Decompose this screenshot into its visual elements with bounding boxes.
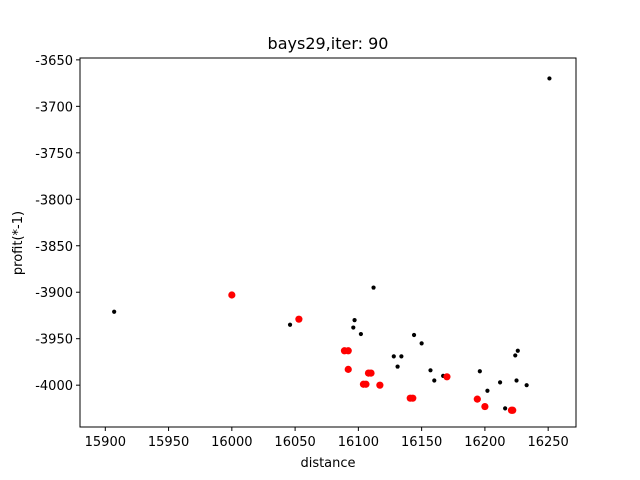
y-axis-ticks: -3650 -3700 -3750 -3800 -3850 -3900 -3950 -4000: [35, 54, 80, 394]
black-data-point: [351, 325, 356, 330]
y-tick-label: -3900: [35, 286, 73, 301]
black-data-point: [395, 364, 400, 369]
red-data-point: [443, 373, 451, 381]
black-data-point: [411, 332, 417, 338]
x-tick-label: 16200: [464, 435, 505, 450]
black-data-point: [371, 285, 376, 290]
black-data-point: [432, 378, 437, 383]
black-data-point: [485, 388, 490, 393]
y-tick-label: -3700: [35, 100, 73, 115]
black-data-point: [514, 378, 519, 383]
red-data-point: [344, 347, 352, 355]
chart-title: bays29,iter: 90: [268, 34, 389, 53]
x-tick-label: 16000: [211, 435, 252, 450]
x-tick-label: 16050: [274, 435, 315, 450]
black-data-point: [524, 383, 529, 388]
black-data-point: [515, 348, 520, 353]
axes-frame: [79, 57, 577, 428]
black-data-point: [428, 368, 433, 373]
red-data-point: [509, 406, 517, 414]
black-data-point: [287, 322, 293, 327]
x-tick-label: 16250: [527, 435, 568, 450]
y-tick-label: -3850: [35, 240, 73, 255]
black-data-point: [391, 354, 396, 359]
black-data-point: [399, 354, 404, 359]
x-tick-label: 16100: [338, 435, 379, 450]
y-tick-label: -3650: [35, 54, 73, 69]
red-data-point: [367, 369, 375, 377]
x-tick-label: 15950: [148, 435, 189, 450]
red-data-point: [376, 381, 384, 389]
black-data-point: [513, 353, 518, 358]
x-tick-label: 15900: [85, 435, 126, 450]
y-tick-label: -3800: [35, 193, 73, 208]
x-tick-label: 16150: [401, 435, 442, 450]
red-data-point: [481, 402, 489, 411]
red-data-point: [362, 380, 370, 388]
black-data-point: [477, 369, 482, 374]
red-data-point: [295, 315, 303, 323]
y-tick-label: -3750: [35, 147, 73, 162]
y-tick-label: -3950: [35, 333, 73, 348]
black-data-point: [112, 309, 117, 314]
x-axis-ticks: 15900 15950 16000 16050 16100 16150 16200 16250: [85, 427, 569, 450]
red-data-point: [473, 395, 481, 403]
red-data-point: [228, 291, 236, 299]
black-data-point: [358, 331, 363, 337]
plot-area: [79, 57, 577, 428]
x-axis-label: distance: [300, 456, 355, 471]
black-data-point: [419, 341, 424, 346]
black-data-point: [547, 76, 552, 81]
y-tick-label: -4000: [35, 379, 73, 394]
black-data-point: [503, 406, 508, 411]
red-data-point: [409, 394, 417, 402]
data-points: [112, 76, 552, 414]
red-data-point: [344, 365, 352, 373]
black-data-point: [352, 318, 357, 323]
y-axis-label: profit(*-1): [11, 211, 26, 275]
black-data-point: [497, 380, 503, 385]
